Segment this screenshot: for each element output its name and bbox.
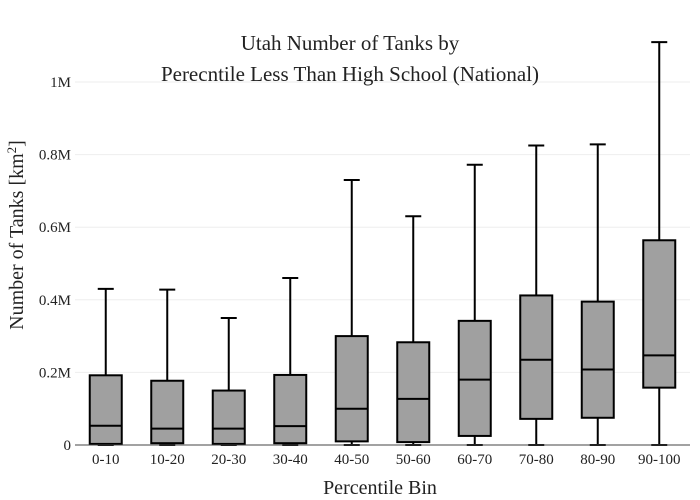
- box-iqr: [211, 389, 246, 445]
- y-tick-label: 0.4M: [39, 293, 71, 309]
- box-iqr: [580, 300, 615, 419]
- x-tick-label: 0-10: [92, 452, 120, 468]
- y-axis-title: Number of Tanks [km2]: [4, 140, 28, 330]
- box-group: [211, 316, 246, 446]
- box-group: [580, 143, 615, 446]
- y-axis-title-superscript: 2: [4, 147, 19, 154]
- y-tick-label: 1M: [50, 75, 71, 91]
- box-iqr: [642, 239, 677, 389]
- box-layer: [88, 41, 677, 446]
- x-tick-label: 10-20: [150, 452, 185, 468]
- y-tick-label: 0.2M: [39, 365, 71, 381]
- box-iqr: [88, 374, 123, 445]
- box-group: [273, 277, 308, 446]
- y-axis-title-main: Number of Tanks [km: [6, 153, 28, 330]
- x-tick-label: 70-80: [519, 452, 554, 468]
- x-tick-labels: 0-10 10-20 20-30 30-40 40-50 50-60 60-70 70-80 8…: [92, 452, 681, 468]
- chart-title-line-1: Utah Number of Tanks by: [241, 31, 460, 55]
- y-tick-label: 0.8M: [39, 148, 71, 164]
- box-iqr: [519, 294, 554, 420]
- box-group: [519, 144, 554, 446]
- y-tick-label: 0: [64, 438, 72, 454]
- chart-title-line-2: Perecntile Less Than High School (Nation…: [161, 62, 539, 86]
- box-iqr: [273, 373, 308, 445]
- box-group: [642, 41, 677, 446]
- x-tick-label: 90-100: [638, 452, 681, 468]
- y-axis-title-end: ]: [6, 140, 28, 147]
- y-tick-label: 0.6M: [39, 220, 71, 236]
- y-tick-labels: 0 0.2M 0.4M 0.6M 0.8M 1M: [39, 75, 71, 454]
- x-tick-label: 60-70: [457, 452, 492, 468]
- x-tick-label: 50-60: [396, 452, 431, 468]
- box-group: [334, 179, 369, 446]
- box-group: [396, 215, 431, 446]
- x-tick-label: 30-40: [273, 452, 308, 468]
- box-group: [150, 288, 185, 446]
- x-axis-title: Percentile Bin: [323, 477, 437, 499]
- box-iqr: [334, 335, 369, 443]
- box-iqr: [457, 319, 492, 437]
- box-iqr: [150, 379, 185, 445]
- x-tick-label: 20-30: [211, 452, 246, 468]
- x-tick-label: 80-90: [580, 452, 615, 468]
- box-group: [88, 287, 123, 446]
- box-group: [457, 163, 492, 446]
- x-tick-label: 40-50: [334, 452, 369, 468]
- box-iqr: [396, 341, 431, 444]
